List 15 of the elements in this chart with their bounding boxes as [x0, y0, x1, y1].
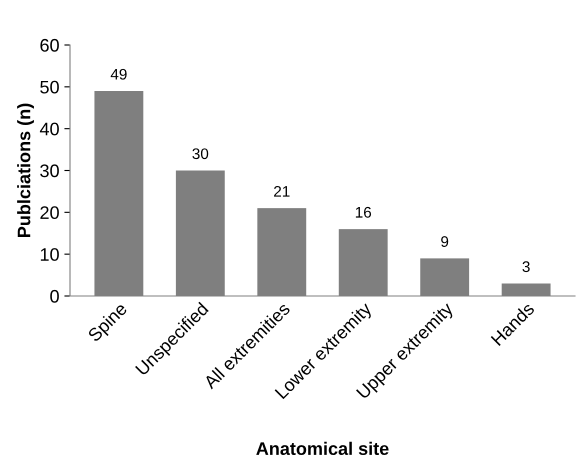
y-tick-label: 10: [40, 248, 59, 261]
y-tick-label: 50: [40, 80, 59, 94]
y-tick-label: 40: [40, 122, 59, 136]
y-axis-title: Publciations (n): [17, 104, 34, 237]
data-label: 49: [110, 68, 127, 80]
data-label: 21: [274, 186, 290, 197]
data-label: 3: [522, 261, 530, 272]
data-label: 16: [356, 206, 372, 218]
y-tick-label: 0: [50, 290, 59, 303]
y-tick-label: 30: [40, 164, 59, 178]
y-tick-label: 20: [40, 206, 59, 220]
data-label: 9: [441, 236, 448, 247]
data-label: 30: [192, 148, 208, 160]
y-tick-label: 60: [40, 38, 59, 52]
x-axis-title: Anatomical site: [256, 442, 389, 456]
